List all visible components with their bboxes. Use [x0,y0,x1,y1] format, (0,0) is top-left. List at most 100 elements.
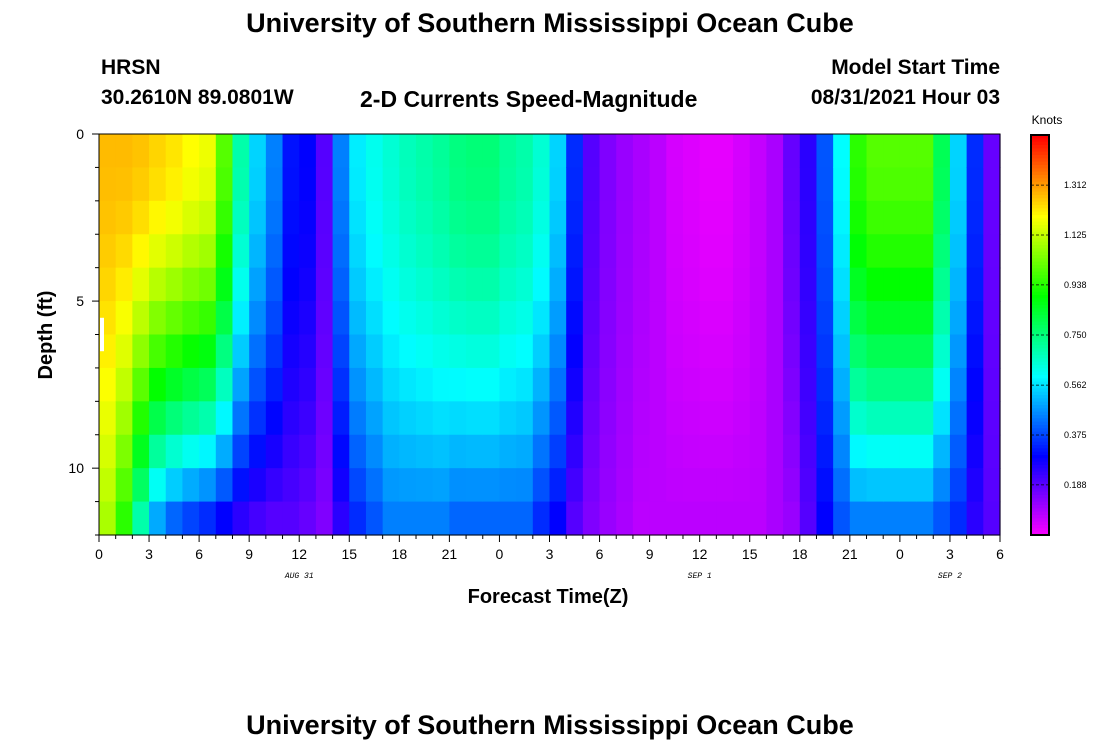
colorbar-segment [1031,145,1049,149]
heatmap-cell [382,301,400,336]
heatmap-cell [516,501,534,536]
heatmap-cell [716,134,734,169]
heatmap-cell [365,167,384,202]
heatmap-cell [165,167,184,202]
heatmap-cell [516,167,534,202]
heatmap-cell [149,468,167,503]
heatmap-cell [666,401,684,436]
heatmap-cell [516,401,534,436]
heatmap-cell [365,501,384,536]
heatmap-cell [432,334,450,369]
heatmap-cell [199,434,217,469]
colorbar-segment [1031,235,1049,239]
heatmap-cell [99,167,117,202]
heatmap-cell [432,501,450,536]
heatmap-cell [666,301,684,336]
heatmap-cell [616,267,634,302]
heatmap-cell [899,367,918,402]
heatmap-cell [132,234,150,269]
heatmap-cell [282,334,300,369]
colorbar-segment [1031,165,1049,169]
heatmap-cell [182,301,200,336]
colorbar-segment [1031,365,1049,369]
heatmap-cell [165,200,184,235]
colorbar-segment [1031,271,1049,276]
heatmap-cell [115,234,133,269]
heatmap-cell [349,267,367,302]
heatmap-cell [199,367,217,402]
heatmap-cell [549,501,567,536]
heatmap-cell [566,200,584,235]
heatmap-cell [816,234,834,269]
x-axis: 0 3 6 9 12 15 18 21 0 3 6 9 12 15 18 21 0 3 6 AUG 31 SEP 1 SE… [95,535,1004,581]
heatmap-cell [933,434,951,469]
heatmap-cell [833,468,851,503]
heatmap-cell [416,401,434,436]
heatmap-cell [933,468,951,503]
heatmap-cell [783,234,801,269]
x-tick-label: 6 [996,546,1004,562]
heatmap-cell [332,434,350,469]
heatmap-cell [115,401,133,436]
heatmap-cell [199,167,217,202]
heatmap-cell [766,234,784,269]
heatmap-cell [516,468,534,503]
heatmap-cell [215,334,234,369]
colorbar-segment [1031,185,1049,189]
heatmap-cell [499,468,517,503]
heatmap-cell [282,200,300,235]
heatmap-cell [232,267,250,302]
heatmap-cell [282,468,300,503]
heatmap-cell [566,501,584,536]
heatmap-cell [649,468,667,503]
heatmap-cell [432,267,450,302]
heatmap-cell [215,234,234,269]
colorbar-segment [1031,328,1049,333]
heatmap-cell [616,434,634,469]
heatmap-cell [399,501,417,536]
colorbar-segment [1031,395,1049,399]
heatmap-cell [766,334,784,369]
heatmap-cell [299,134,317,169]
heatmap-cell [332,134,350,169]
heatmap-cell [282,501,300,536]
date-label: AUG 31 [284,572,314,581]
heatmap-cell [933,334,951,369]
heatmap-cell [899,468,918,503]
heatmap-cell [99,200,117,235]
heatmap-cell [682,468,701,503]
x-tick-label: 21 [442,546,458,562]
heatmap-cell [966,301,984,336]
y-axis-title: Depth (ft) [35,291,57,380]
heatmap-cell [132,200,150,235]
heatmap-cell [899,401,918,436]
heatmap-cell [466,134,484,169]
heatmap-cell [632,267,651,302]
heatmap-cell [165,334,184,369]
heatmap-cell [165,468,184,503]
colorbar-segment [1031,178,1049,183]
heatmap-cell [849,301,868,336]
heatmap-cell [582,434,601,469]
y-tick-label: 0 [76,126,84,142]
heatmap-cell [632,200,651,235]
colorbar-segment [1031,401,1049,406]
heatmap-cell [883,134,901,169]
heatmap-cell [549,234,567,269]
heatmap-cell [816,334,834,369]
colorbar-segment [1031,501,1049,506]
x-tick-label: 3 [145,546,153,562]
heatmap-cell [833,200,851,235]
y-tick-label: 10 [68,460,84,476]
heatmap-cell [899,200,918,235]
heatmap-cell [265,167,284,202]
heatmap-cell [299,234,317,269]
colorbar-segment [1031,408,1049,413]
heatmap-cell [566,167,584,202]
colorbar-title: Knots [1032,113,1063,127]
heatmap-cell [682,501,701,536]
colorbar-segment [1031,311,1049,316]
heatmap-cell [99,401,117,436]
heatmap-cell [115,367,133,402]
heatmap-cell [549,301,567,336]
